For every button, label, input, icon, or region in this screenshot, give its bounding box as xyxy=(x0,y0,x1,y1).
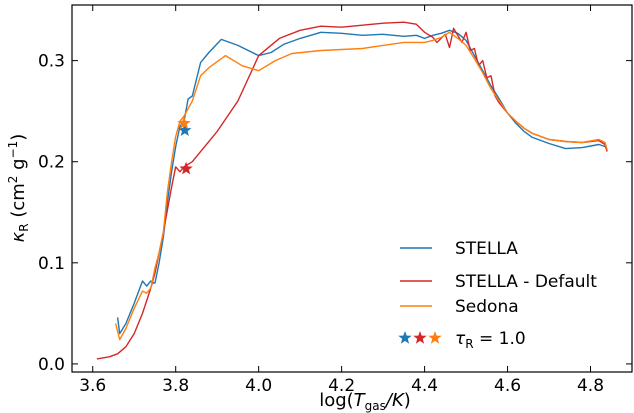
x-tick-label: 3.6 xyxy=(79,376,106,396)
y-tick-label: 0.0 xyxy=(38,355,65,375)
legend-star-icon xyxy=(428,331,442,344)
legend-star-icon xyxy=(413,331,427,344)
x-tick-label: 4.0 xyxy=(245,376,272,396)
plot-frame xyxy=(71,4,633,373)
tau-marker-stella-default xyxy=(179,161,193,175)
y-axis-label: κR (cm2 g−1) xyxy=(6,134,31,243)
series-line-sedona xyxy=(114,31,608,341)
y-tick-label: 0.3 xyxy=(38,52,65,72)
tau-marker-stella xyxy=(178,123,192,136)
marker-layer xyxy=(177,116,193,175)
y-tick-label: 0.1 xyxy=(38,254,65,274)
legend-star-markers xyxy=(398,331,442,344)
legend-label-stella-default: STELLA - Default xyxy=(455,272,597,292)
legend: STELLA STELLA - Default Sedona τR = 1.0 xyxy=(398,239,597,351)
legend-label-tau: τR = 1.0 xyxy=(455,329,526,351)
series-line-stella-default xyxy=(96,21,608,360)
legend-label-stella: STELLA xyxy=(455,239,518,259)
x-tick-label: 4.2 xyxy=(328,376,355,396)
legend-label-sedona: Sedona xyxy=(455,297,519,317)
series-layer xyxy=(96,21,608,360)
tick-layer: 3.6 3.8 4.0 4.2 4.4 4.6 4.8 0.0 0.1 0.2 0.3 xyxy=(38,5,632,396)
x-tick-label: 4.8 xyxy=(577,376,604,396)
x-tick-label: 3.8 xyxy=(162,376,189,396)
x-tick-label: 4.6 xyxy=(494,376,521,396)
series-line-stella xyxy=(116,29,608,335)
y-tick-label: 0.2 xyxy=(38,153,65,173)
x-axis-label: log(Tgas/K) xyxy=(319,390,411,413)
x-tick-label: 4.4 xyxy=(411,376,438,396)
tau-marker-sedona xyxy=(177,116,191,129)
legend-star-icon xyxy=(398,331,412,344)
